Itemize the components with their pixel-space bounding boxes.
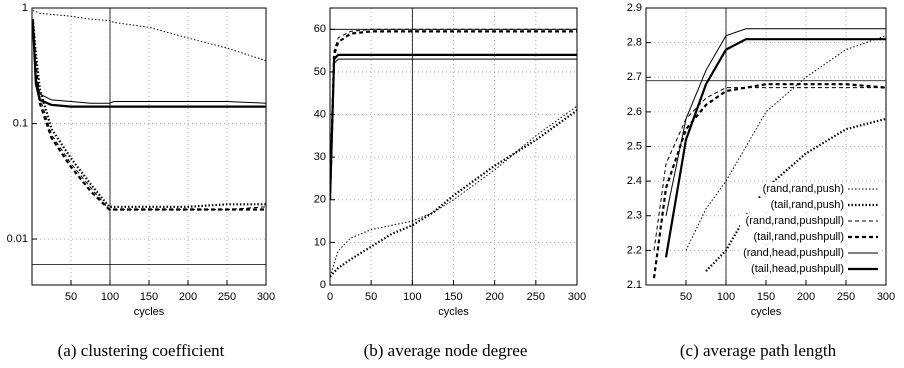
x-tick-label: 200 <box>485 291 503 303</box>
x-tick-label: 300 <box>568 291 586 303</box>
series-line <box>32 19 266 108</box>
y-tick-label: 0.1 <box>13 117 28 129</box>
legend-label: (tail,rand,push) <box>771 199 844 211</box>
x-tick-label: 150 <box>444 291 462 303</box>
x-tick-label: 150 <box>757 291 775 303</box>
x-tick-label: 50 <box>365 291 377 303</box>
y-tick-label: 2.7 <box>627 71 642 83</box>
y-tick-label: 2.3 <box>627 210 642 222</box>
series-line <box>685 35 886 251</box>
series-line <box>665 28 886 216</box>
plot-frame <box>645 7 887 286</box>
series-line <box>330 109 577 278</box>
x-tick-label: 300 <box>257 291 275 303</box>
x-tick-label: 150 <box>140 291 158 303</box>
y-tick-label: 30 <box>314 151 326 163</box>
series-line <box>330 53 577 200</box>
x-tick-label: 100 <box>101 291 119 303</box>
y-tick-label: 40 <box>314 108 326 120</box>
y-tick-label: 2.9 <box>627 2 642 14</box>
caption: (b) average node degree <box>364 341 528 360</box>
series-line <box>652 83 886 279</box>
x-axis-label: cycles <box>751 306 782 318</box>
x-axis-label: cycles <box>438 306 469 318</box>
x-tick-label: 100 <box>403 291 421 303</box>
series-line <box>32 10 266 62</box>
y-tick-label: 0.01 <box>7 233 28 245</box>
x-tick-label: 300 <box>877 291 895 303</box>
x-tick-label: 100 <box>717 291 735 303</box>
x-tick-label: 250 <box>837 291 855 303</box>
y-tick-label: 50 <box>314 66 326 78</box>
panel: 0 10 20 30 40 50 60 0 50 100 150 200 250 300 cycles (b)… <box>314 7 586 360</box>
y-tick-label: 1 <box>22 2 28 14</box>
panel: 2.1 2.2 2.3 2.4 2.5 2.6 2.7 2.8 2.9 50 100 150 200 25… <box>627 2 895 360</box>
x-tick-label: 50 <box>65 291 77 303</box>
legend-bg <box>740 198 880 212</box>
y-tick-label: 2.1 <box>627 279 642 291</box>
series-line <box>653 87 886 251</box>
legend-bg <box>740 262 880 276</box>
x-tick-label: 200 <box>179 291 197 303</box>
series-line <box>32 19 266 208</box>
x-tick-label: 0 <box>327 291 333 303</box>
legend-label: (rand,rand,pushpull) <box>746 215 844 227</box>
plot-frame <box>329 7 578 286</box>
legend-bg <box>740 246 880 260</box>
legend-label: (tail,rand,pushpull) <box>754 231 845 243</box>
series-line <box>32 19 266 104</box>
y-tick-label: 2.5 <box>627 140 642 152</box>
y-tick-label: 10 <box>314 236 326 248</box>
x-tick-label: 250 <box>527 291 545 303</box>
series-line <box>330 105 577 277</box>
caption: (a) clustering coefficient <box>58 341 225 360</box>
legend-label: (rand,head,pushpull) <box>743 247 844 259</box>
y-tick-label: 2.2 <box>627 244 642 256</box>
series-line <box>330 58 577 200</box>
legend-bg <box>740 230 880 244</box>
legend-label: (tail,head,pushpull) <box>751 263 844 275</box>
x-tick-label: 50 <box>680 291 692 303</box>
series-line <box>330 30 577 200</box>
y-tick-label: 0 <box>320 279 326 291</box>
x-tick-label: 200 <box>797 291 815 303</box>
caption: (c) average path length <box>680 341 837 360</box>
x-tick-label: 250 <box>218 291 236 303</box>
x-axis-label: cycles <box>134 306 165 318</box>
legend-bg <box>740 182 880 196</box>
y-tick-label: 2.4 <box>627 175 642 187</box>
plot-frame <box>31 7 267 286</box>
legend-label: (rand,rand,push) <box>763 183 844 195</box>
series-line <box>664 38 886 258</box>
y-tick-label: 2.6 <box>627 106 642 118</box>
y-tick-label: 2.8 <box>627 37 642 49</box>
y-tick-label: 60 <box>314 23 326 35</box>
y-tick-label: 20 <box>314 194 326 206</box>
legend-bg <box>740 214 880 228</box>
